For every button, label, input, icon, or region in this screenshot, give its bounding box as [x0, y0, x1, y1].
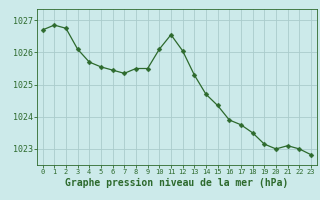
X-axis label: Graphe pression niveau de la mer (hPa): Graphe pression niveau de la mer (hPa): [65, 178, 288, 188]
